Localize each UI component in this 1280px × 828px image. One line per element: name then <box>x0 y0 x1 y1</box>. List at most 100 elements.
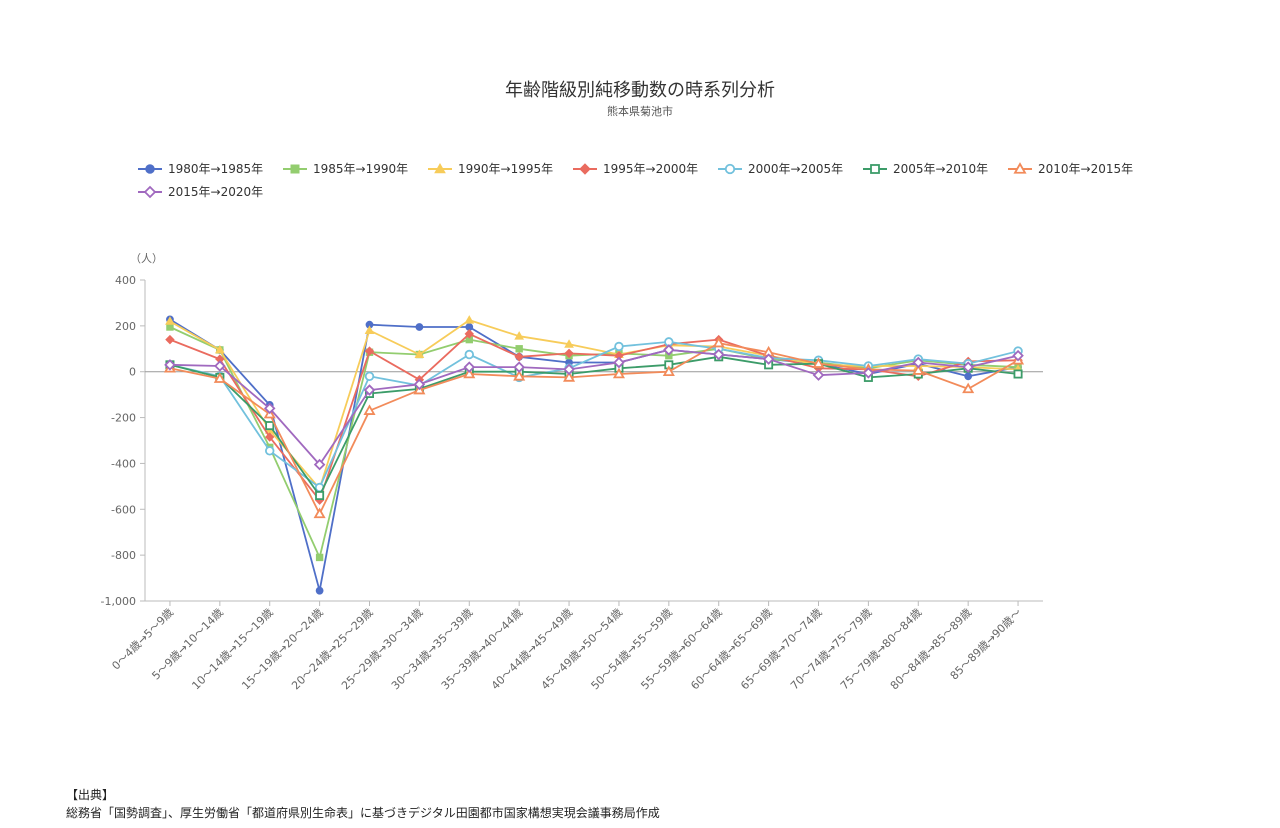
legend-label: 2015年→2020年 <box>168 185 263 199</box>
chart-title: 年齢階級別純移動数の時系列分析 <box>505 80 775 101</box>
source-note: 【出典】 総務省「国勢調査」、厚生労働省「都道府県別生命表」に基づきデジタル田園… <box>66 786 660 822</box>
data-point <box>463 361 476 373</box>
data-point <box>613 356 625 369</box>
data-point <box>514 352 524 362</box>
source-text: 総務省「国勢調査」、厚生労働省「都道府県別生命表」に基づきデジタル田園都市国家構… <box>66 806 660 820</box>
legend-item: 1980年→1985年 <box>138 162 263 176</box>
plot-area <box>163 315 1025 595</box>
data-point <box>663 344 675 356</box>
data-point <box>415 323 424 331</box>
y-tick-label: 0 <box>129 366 136 379</box>
legend-item: 2015年→2020年 <box>138 185 263 199</box>
x-tick-label: 65～69歳→70～74歳 <box>738 606 824 692</box>
series-line <box>169 326 1019 559</box>
legend-label: 2000年→2005年 <box>748 162 843 176</box>
data-point <box>464 315 475 324</box>
data-point <box>315 553 324 562</box>
data-point <box>165 334 175 345</box>
data-point <box>563 371 576 382</box>
data-point <box>1013 369 1023 379</box>
legend-marker <box>1013 162 1027 174</box>
data-point <box>363 404 376 415</box>
y-tick-label: -800 <box>111 549 136 562</box>
series-line <box>169 332 1019 502</box>
legend-marker <box>434 162 446 174</box>
data-point <box>513 361 525 373</box>
x-tick-label: 75～79歳→80～84歳 <box>838 606 924 692</box>
y-tick-label: -200 <box>111 412 136 425</box>
legend-marker <box>724 163 736 175</box>
data-point <box>364 325 375 334</box>
data-point <box>563 363 575 376</box>
series-line <box>169 355 1019 497</box>
legend-item: 1985年→1990年 <box>283 162 408 176</box>
legend-marker <box>145 164 155 174</box>
source-heading: 【出典】 <box>66 788 115 802</box>
data-point <box>313 458 326 471</box>
legend-label: 1995年→2000年 <box>603 162 698 176</box>
series-line <box>169 340 1019 489</box>
data-point <box>962 382 975 394</box>
x-tick-label: 50～54歳→55～59歳 <box>589 606 675 692</box>
data-point <box>265 432 275 442</box>
data-point <box>363 384 376 396</box>
legend-item: 1990年→1995年 <box>428 162 553 176</box>
data-point <box>464 349 475 360</box>
y-tick-label: 400 <box>115 274 136 287</box>
data-point <box>364 371 375 382</box>
y-tick-label: -1,000 <box>101 595 136 608</box>
data-point <box>263 402 276 415</box>
legend-label: 1990年→1995年 <box>458 162 553 176</box>
data-point <box>315 491 325 501</box>
data-point <box>564 348 574 359</box>
data-point <box>614 341 624 352</box>
data-point <box>214 344 225 354</box>
x-tick-label: 15～19歳→20～24歳 <box>239 606 325 692</box>
x-tick-label: 10～14歳→15～19歳 <box>189 606 275 692</box>
data-point <box>712 336 725 348</box>
legend-label: 1980年→1985年 <box>168 162 263 176</box>
data-point <box>515 345 523 353</box>
data-point <box>464 329 474 339</box>
x-tick-label: 40～44歳→45～49歳 <box>489 606 575 692</box>
y-tick-label: -400 <box>111 457 136 470</box>
series-line <box>169 348 1019 466</box>
data-point <box>513 369 526 381</box>
x-tick-label: 30～34歳→35～39歳 <box>389 606 475 692</box>
legend-label: 2005年→2010年 <box>893 162 988 176</box>
x-tick-label: 70～74歳→75～79歳 <box>788 606 874 692</box>
axes: 4002000-200-400-600-800-1,0000～4歳→5～9歳5～… <box>101 274 1043 692</box>
series-line <box>169 342 1019 515</box>
legend-marker <box>579 163 591 175</box>
y-tick-label: -600 <box>111 503 136 516</box>
series-4 <box>165 329 1023 505</box>
legend-marker <box>143 185 157 199</box>
x-tick-label: 45～49歳→50～54歳 <box>539 606 625 692</box>
legend-marker <box>870 164 880 174</box>
data-point <box>264 446 275 456</box>
legend-item: 2010年→2015年 <box>1008 162 1133 176</box>
data-point <box>164 359 176 371</box>
data-point <box>862 367 875 379</box>
x-tick-label: 55～59歳→60～64歳 <box>638 606 724 692</box>
legend-label: 1985年→1990年 <box>313 162 408 176</box>
legend-label: 2010年→2015年 <box>1038 162 1133 176</box>
data-point <box>762 353 775 365</box>
series-5 <box>165 337 1023 493</box>
data-point <box>564 339 574 348</box>
data-point <box>315 586 324 595</box>
data-point <box>662 365 675 376</box>
data-point <box>165 316 175 325</box>
data-point <box>414 349 425 359</box>
data-point <box>463 367 476 379</box>
data-point <box>364 346 375 356</box>
x-tick-label: 25～29歳→30～34歳 <box>339 606 425 692</box>
data-point <box>214 360 226 372</box>
data-point <box>213 372 226 383</box>
data-point <box>912 356 925 369</box>
series-8 <box>164 344 1024 471</box>
data-point <box>912 364 925 375</box>
data-point <box>1012 349 1024 362</box>
data-point <box>712 348 725 361</box>
